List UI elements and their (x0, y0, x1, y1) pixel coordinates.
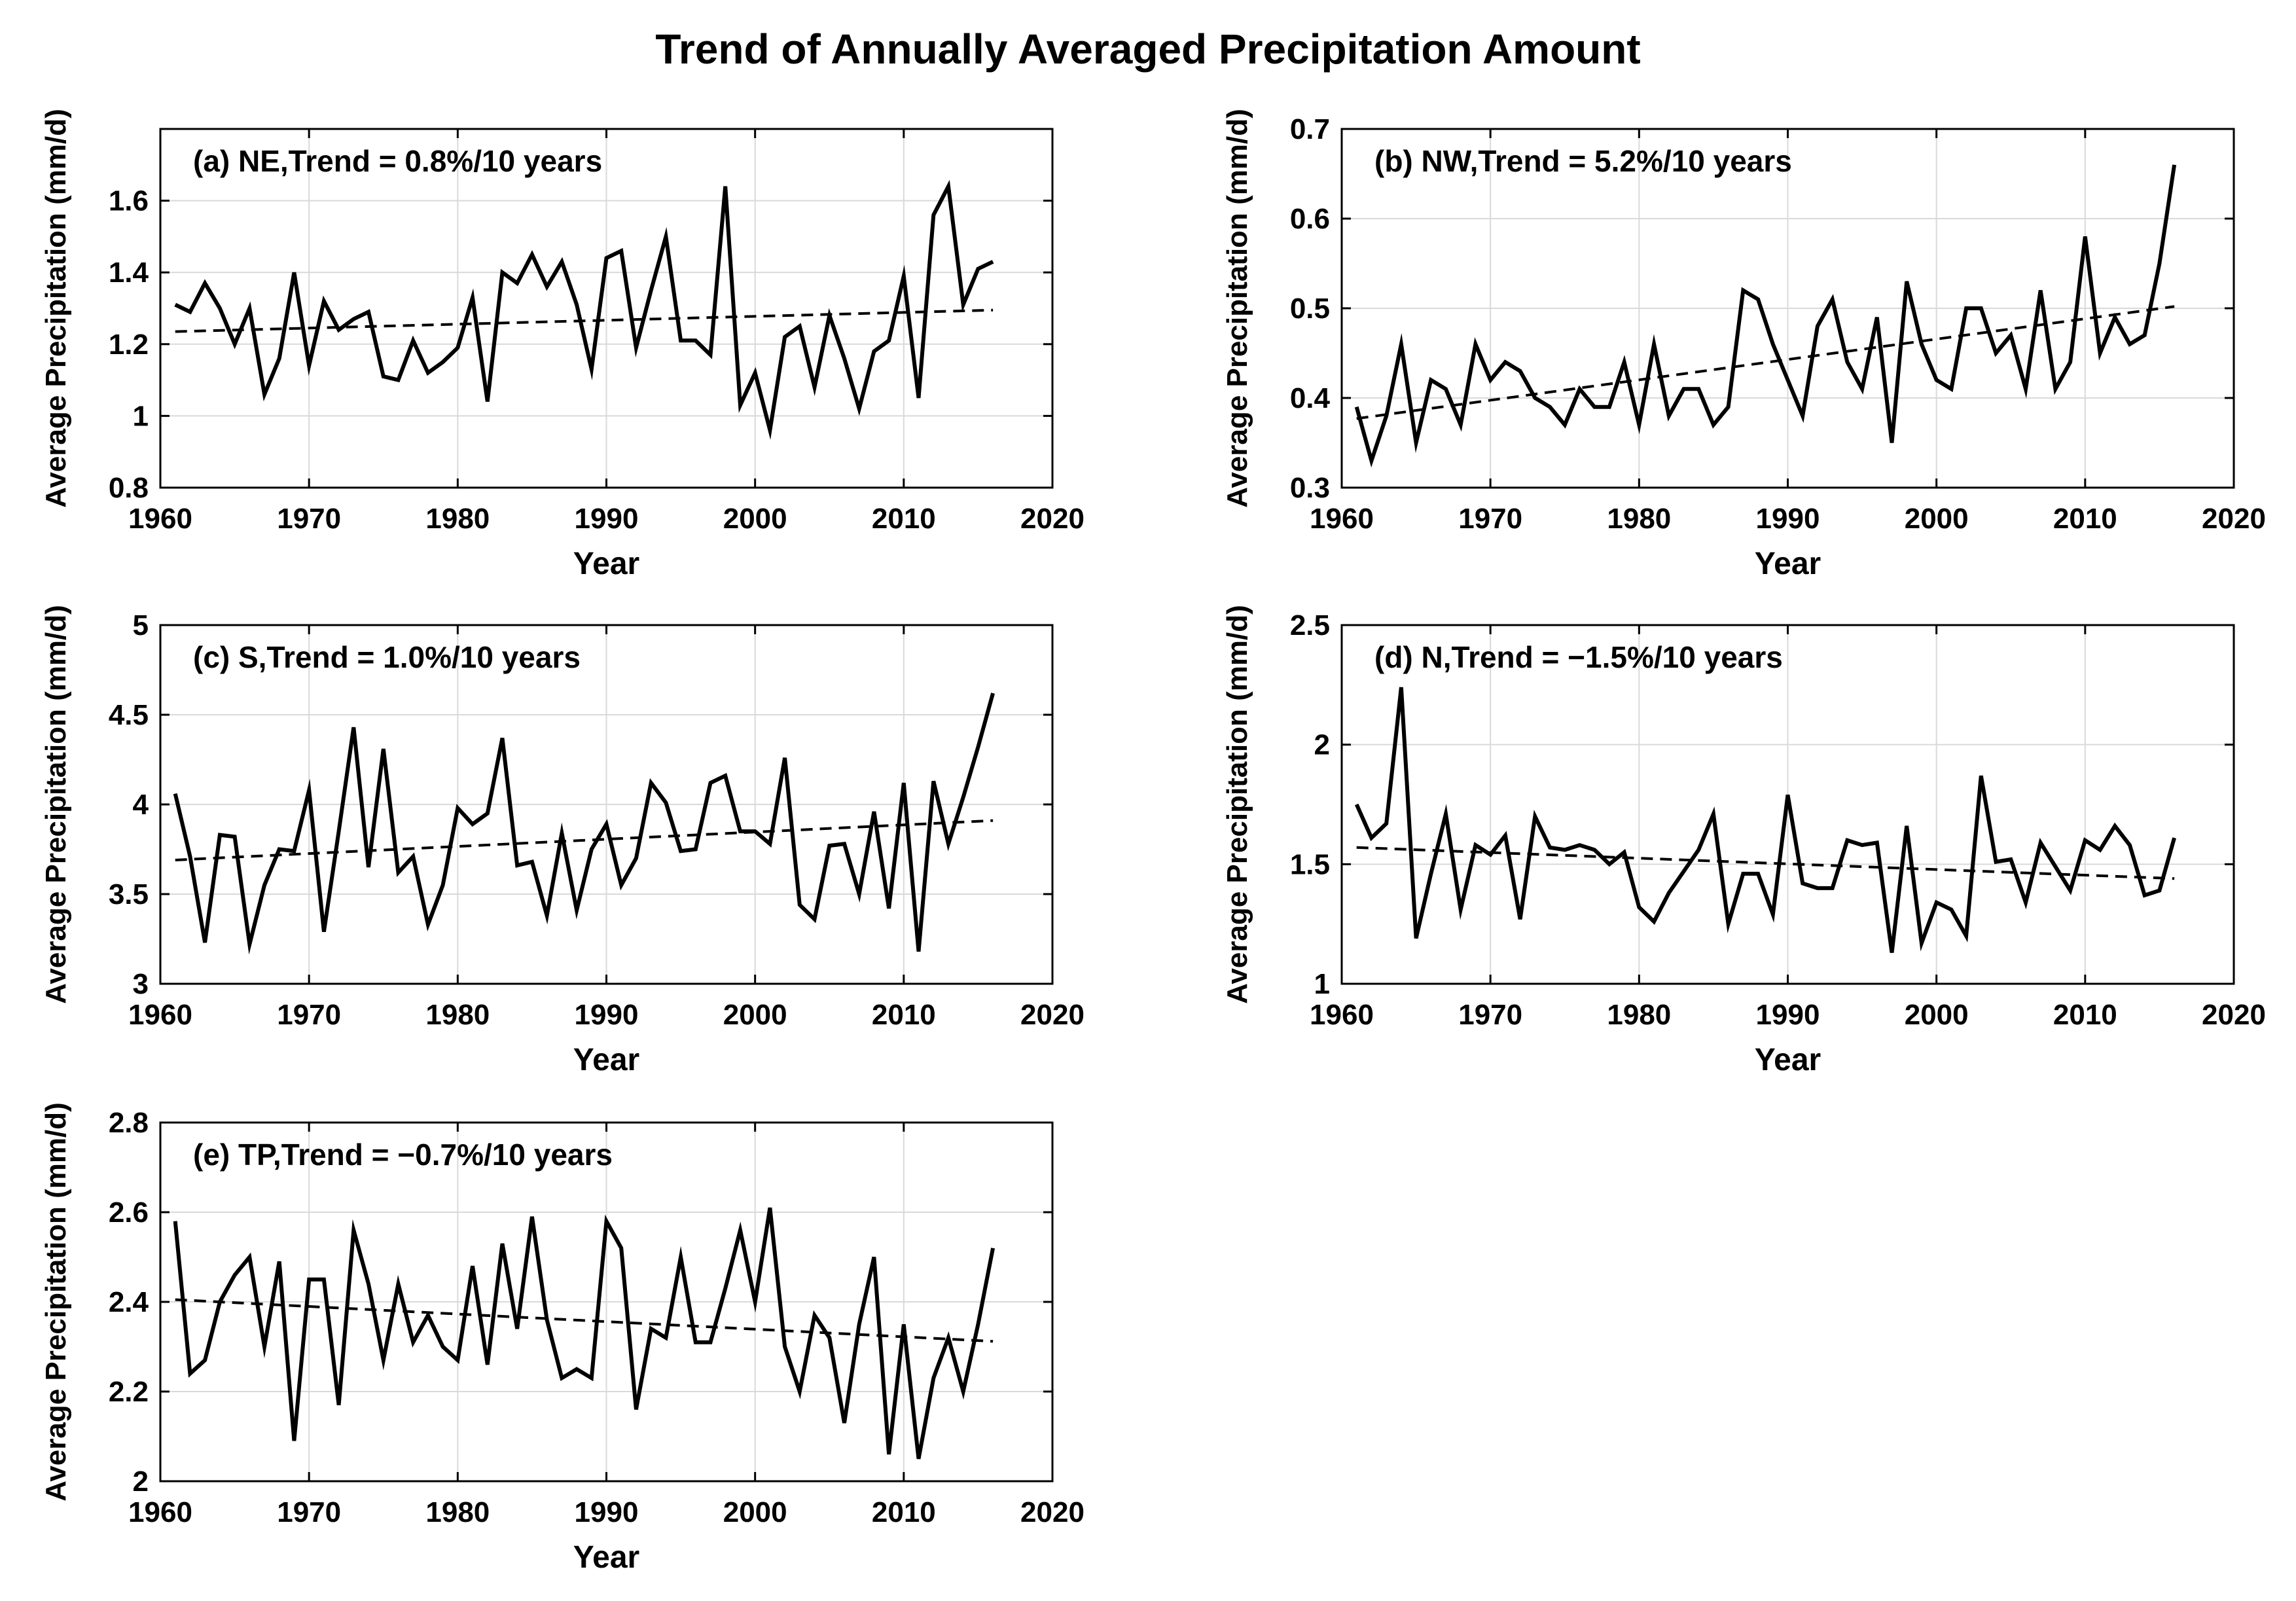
x-tick-label: 2010 (2053, 503, 2117, 535)
x-tick-label: 1960 (128, 1496, 192, 1528)
x-tick-label: 1980 (1607, 503, 1671, 535)
x-axis-title: Year (1755, 1043, 1821, 1077)
panel-a: 1960 1970 1980 1990 2000 2010 2020 0.8 1 1.2 1.4 1.… (40, 109, 1085, 581)
x-tick-label: 2000 (1905, 503, 1969, 535)
x-tick-label: 1960 (128, 999, 192, 1031)
x-tick-label: 2020 (1020, 503, 1085, 535)
x-tick-label: 2010 (872, 1496, 936, 1528)
x-tick-label: 1980 (425, 999, 490, 1031)
y-tick-label: 1.6 (109, 185, 149, 217)
x-tick-label: 2010 (872, 999, 936, 1031)
y-axis-title: Average Precipitation (mm/d) (40, 109, 72, 508)
trend-line (175, 308, 994, 333)
y-axis-title: Average Precipitation (mm/d) (40, 605, 72, 1004)
trend-line (1356, 305, 2175, 420)
x-tick-label: 1960 (1310, 999, 1374, 1031)
x-tick-label: 1970 (277, 999, 341, 1031)
x-tick-label: 1960 (1310, 503, 1374, 535)
trend-annotation: (b) NW,Trend = 5.2%/10 years (1374, 144, 1792, 178)
y-tick-label: 4 (133, 789, 149, 821)
y-tick-label: 5 (133, 609, 149, 641)
x-tick-label: 1970 (1458, 999, 1522, 1031)
x-axis-title: Year (573, 1540, 639, 1575)
y-tick-label: 1.5 (1290, 848, 1330, 880)
y-tick-label: 1.2 (109, 329, 149, 361)
x-tick-label: 1990 (575, 503, 639, 535)
x-tick-label: 1980 (425, 503, 490, 535)
y-tick-label: 3.5 (109, 878, 149, 910)
x-tick-label: 1990 (1756, 999, 1820, 1031)
panel-b: 1960 1970 1980 1990 2000 2010 2020 0.3 0.4 0.5 0.6… (1221, 109, 2266, 581)
y-tick-label: 0.4 (1290, 382, 1331, 414)
trend-annotation: (a) NE,Trend = 0.8%/10 years (193, 144, 602, 178)
x-tick-label: 1970 (277, 503, 341, 535)
x-tick-label: 2010 (872, 503, 936, 535)
y-tick-label: 0.5 (1290, 293, 1330, 325)
trend-annotation: (d) N,Trend = −1.5%/10 years (1374, 640, 1783, 674)
x-tick-label: 1990 (575, 1496, 639, 1528)
panel-c: 1960 1970 1980 1990 2000 2010 2020 3 3.5 4 4.5 5 Yea… (40, 605, 1085, 1077)
series-line (174, 179, 994, 440)
y-tick-label: 0.6 (1290, 203, 1330, 235)
x-tick-label: 2000 (1905, 999, 1969, 1031)
x-tick-label: 1990 (575, 999, 639, 1031)
x-tick-label: 2020 (1020, 999, 1085, 1031)
x-tick-label: 2020 (1020, 1496, 1085, 1528)
x-tick-label: 2020 (2202, 999, 2266, 1031)
y-axis-title: Average Precipitation (mm/d) (1221, 605, 1253, 1004)
y-tick-label: 1 (1314, 968, 1330, 1000)
x-tick-label: 2020 (2202, 503, 2266, 535)
x-tick-label: 2000 (723, 999, 787, 1031)
x-axis-title: Year (1755, 547, 1821, 581)
trend-annotation: (c) S,Trend = 1.0%/10 years (193, 640, 581, 674)
series-line (1354, 164, 2177, 468)
series-line (173, 693, 995, 955)
y-tick-label: 1.4 (109, 257, 149, 289)
x-tick-label: 1980 (425, 1496, 490, 1528)
y-tick-label: 0.8 (109, 472, 149, 504)
y-tick-label: 2 (133, 1466, 149, 1498)
x-tick-label: 2000 (723, 1496, 787, 1528)
y-axis-title: Average Precipitation (mm/d) (40, 1102, 72, 1502)
y-tick-label: 2.8 (109, 1107, 149, 1139)
y-tick-label: 1 (133, 400, 149, 432)
x-tick-label: 1960 (128, 503, 192, 535)
x-axis-title: Year (573, 1043, 639, 1077)
panel-d: 1960 1970 1980 1990 2000 2010 2020 1 1.5 2 2.5 Year… (1221, 605, 2266, 1077)
y-tick-label: 4.5 (109, 699, 149, 731)
y-tick-label: 0.3 (1290, 472, 1330, 504)
x-tick-label: 1980 (1607, 999, 1671, 1031)
y-tick-label: 3 (133, 968, 149, 1000)
series-line (173, 1207, 996, 1460)
y-tick-label: 2.6 (109, 1196, 149, 1229)
x-tick-label: 1970 (1458, 503, 1522, 535)
x-tick-label: 2000 (723, 503, 787, 535)
figure-title: Trend of Annually Averaged Precipitation… (655, 26, 1641, 73)
y-axis-title: Average Precipitation (mm/d) (1221, 109, 1253, 508)
x-tick-label: 2010 (2053, 999, 2117, 1031)
panel-e: 1960 1970 1980 1990 2000 2010 2020 2 2.2 2.4 2.6 2.… (40, 1102, 1085, 1575)
trend-line (175, 819, 994, 861)
y-tick-label: 0.7 (1290, 113, 1330, 145)
x-axis-title: Year (573, 547, 639, 581)
x-tick-label: 1970 (277, 1496, 341, 1528)
x-tick-label: 1990 (1756, 503, 1820, 535)
series-line (1354, 687, 2176, 953)
trend-line (175, 1298, 994, 1343)
y-tick-label: 2.2 (109, 1376, 149, 1408)
y-tick-label: 2 (1314, 729, 1330, 761)
y-tick-label: 2.5 (1290, 609, 1330, 641)
y-tick-label: 2.4 (109, 1286, 149, 1318)
trend-annotation: (e) TP,Trend = −0.7%/10 years (193, 1138, 613, 1172)
